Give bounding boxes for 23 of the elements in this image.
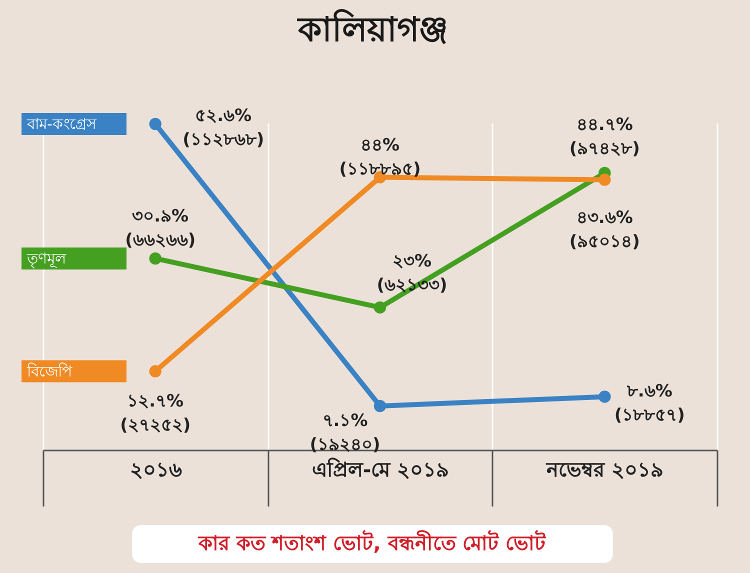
x-tick-label: নভেম্বর ২০১৯ [546,458,664,482]
data-label: ৪৩.৬% (৯৫০১৪) [569,208,640,252]
point [149,252,162,265]
point [374,400,386,412]
text: তৃণমূল [26,249,67,268]
data-label: ৮.৬% (১৮৮৫৭) [614,382,685,426]
x-tick-label: এপ্রিল-মে ২০১৯ [312,458,450,482]
x-tick-label: ২০১৬ [130,458,182,482]
data-label: ৪৪.৭% (৯৭৪২৮) [569,114,640,159]
point [149,365,162,378]
data-label: ১২.৭% (২৭২৫২) [120,391,191,436]
point [149,118,162,130]
text: বিজেপি [26,362,73,380]
point [374,301,386,314]
text: বাম-কংগ্রেস [26,115,98,133]
data-label: ৩০.৯% (৬৬২৬৬) [125,206,196,250]
data-label: ৫২.৬% (১১২৮৬৮) [182,106,264,150]
point [598,174,611,186]
chart-title: কালিয়াগঞ্জ [297,9,448,50]
data-label: ৭.১% (১৯২৪০) [310,410,380,455]
data-label: ৪৪% (১১৮৮৯৫) [339,135,421,180]
point [598,390,611,403]
text: কার কত শতাংশ ভোট, বন্ধনীতে মোট ভোট [197,530,547,555]
